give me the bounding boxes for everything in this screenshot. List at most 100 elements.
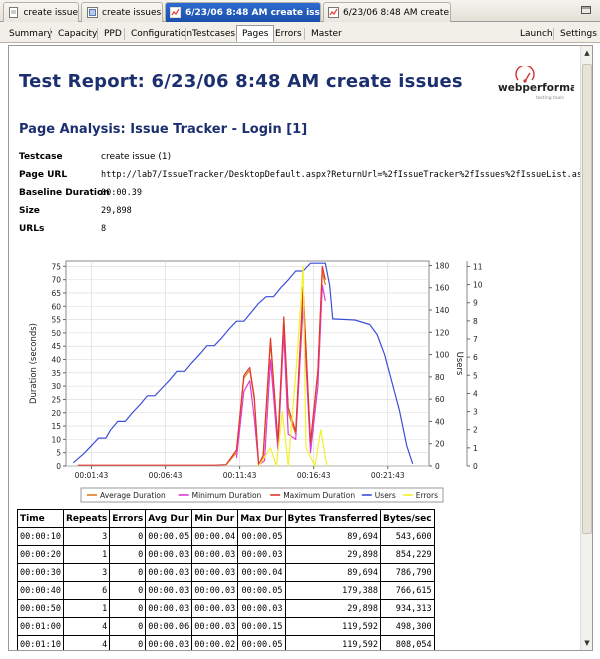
editor-tab-label: create issues (102, 7, 162, 18)
errors-tick-label: 8 (473, 317, 478, 326)
table-cell: 29,898 (284, 545, 381, 564)
y-tick-label: 5 (56, 449, 61, 458)
table-header-row: Time Repeats Errors Avg Dur Min Dur Max Dur By… (17, 509, 435, 528)
series-line-errors (258, 265, 328, 467)
editor-tab-label: 6/23/06 8:48 AM create issues (343, 7, 450, 18)
table-cell: 119,592 (284, 617, 381, 636)
tab-capacity[interactable]: Capacity (58, 28, 98, 39)
table-row: 00:01:10 4 0 00:00.03 00:00.02 00:00.05 119,59… (17, 635, 435, 650)
table-cell: 00:01:10 (17, 635, 64, 650)
column-header: Time (17, 509, 64, 528)
table-row: 00:00:30 3 0 00:00.03 00:00.03 00:00.04 89,694… (17, 563, 435, 582)
x-tick-label: 00:06:43 (149, 471, 183, 480)
table-cell: 0 (109, 635, 147, 650)
info-label: Size (19, 206, 40, 216)
y-tick-label: 65 (51, 289, 61, 298)
table-row: 00:00:40 6 0 00:00.03 00:00.03 00:00.05 179,38… (17, 581, 435, 600)
tab-divider (553, 28, 554, 40)
report-content: Test Report: 6/23/06 8:48 AM create issu… (8, 45, 593, 651)
report-title: Test Report: 6/23/06 8:48 AM create issu… (19, 71, 463, 92)
table-cell: 89,694 (284, 527, 381, 546)
legend-label: Errors (416, 491, 438, 500)
tab-testcases[interactable]: Testcases (192, 28, 236, 39)
table-cell: 00:00.03 (145, 545, 193, 564)
vertical-scrollbar[interactable]: ▲ ▼ (580, 46, 592, 650)
tab-summary[interactable]: Summary (9, 28, 53, 39)
errors-tick-label: 0 (473, 462, 478, 471)
legend-label: Users (375, 491, 396, 500)
scrollbar-thumb[interactable] (582, 64, 592, 534)
table-cell: 00:00.03 (237, 599, 286, 618)
table-cell: 3 (62, 527, 111, 546)
table-cell: 1 (62, 599, 111, 618)
errors-tick-label: 6 (473, 353, 478, 362)
users-tick-label: 20 (435, 440, 445, 449)
tab-pages[interactable]: Pages (236, 25, 275, 42)
webperformance-logo: webperformance testing tools (498, 66, 574, 101)
info-label: Page URL (19, 170, 68, 180)
info-label: URLs (19, 224, 45, 234)
table-cell: 00:01:00 (17, 617, 64, 636)
info-value: 29,898 (101, 206, 132, 216)
table-cell: 00:00.02 (191, 635, 239, 650)
tab-launch[interactable]: Launch (520, 28, 553, 39)
table-cell: 119,592 (284, 635, 381, 650)
tab-divider (185, 28, 186, 40)
table-cell: 854,229 (380, 545, 435, 564)
maximize-icon[interactable] (578, 3, 594, 17)
table-cell: 0 (109, 563, 147, 582)
tab-ppd[interactable]: PPD (104, 28, 122, 39)
users-tick-label: 180 (435, 261, 450, 270)
users-tick-label: 100 (435, 351, 450, 360)
users-tick-label: 0 (435, 462, 440, 471)
errors-tick-label: 9 (473, 299, 478, 308)
legend-label: Minimum Duration (192, 491, 262, 500)
table-cell: 00:00.03 (191, 563, 239, 582)
table-row: 00:00:20 1 0 00:00.03 00:00.03 00:00.03 29,898… (17, 545, 435, 564)
editor-tab-label: 6/23/06 8:48 AM create issues (185, 7, 320, 18)
column-header: Bytes Transferred (284, 509, 381, 528)
users-tick-label: 120 (435, 328, 450, 337)
y-tick-label: 15 (51, 422, 61, 431)
table-cell: 00:00.05 (237, 581, 286, 600)
table-cell: 498,300 (380, 617, 435, 636)
table-cell: 00:00.03 (237, 545, 286, 564)
editor-tab-report[interactable]: 6/23/06 8:48 AM create issues (323, 2, 451, 22)
y-tick-label: 25 (51, 395, 61, 404)
report-icon (170, 7, 181, 19)
scroll-down-icon[interactable]: ▼ (584, 639, 590, 647)
legend-label: Maximum Duration (283, 491, 355, 500)
table-cell: 786,790 (380, 563, 435, 582)
tab-configuration[interactable]: Configuration (131, 28, 193, 39)
table-cell: 766,615 (380, 581, 435, 600)
table-cell: 00:00.03 (191, 545, 239, 564)
errors-tick-label: 5 (473, 371, 478, 380)
testcase-icon (86, 7, 98, 19)
errors-tick-label: 11 (473, 262, 483, 271)
table-cell: 00:00.06 (145, 617, 193, 636)
scroll-up-icon[interactable]: ▲ (584, 49, 590, 57)
editor-tab-create-issue[interactable]: create issue (3, 2, 79, 22)
editor-tab-report-active[interactable]: 6/23/06 8:48 AM create issues ✕ (165, 2, 321, 22)
column-header: Errors (109, 509, 147, 528)
info-label: Baseline Duration (19, 188, 110, 198)
table-cell: 00:00.04 (237, 563, 286, 582)
editor-tab-create-issues[interactable]: create issues (81, 2, 163, 22)
duration-chart: 0 5 10 15 20 25 30 35 40 45 50 55 60 65 70 75 0 20 40 60 80 1… (21, 246, 496, 506)
table-row: 00:00:50 1 0 00:00.03 00:00.03 00:00.03 29,898… (17, 599, 435, 618)
table-cell: 6 (62, 581, 111, 600)
report-section-tabs: Summary Capacity PPD Configuration Testc… (0, 22, 600, 43)
y-tick-label: 20 (51, 409, 61, 418)
y-tick-label: 35 (51, 369, 61, 378)
legend-box (80, 487, 444, 503)
tab-master[interactable]: Master (311, 28, 342, 39)
tab-settings[interactable]: Settings (560, 28, 597, 39)
logo-brand-text: webperformance (498, 82, 574, 94)
table-cell: 00:00.05 (145, 527, 193, 546)
table-cell: 00:00.03 (191, 599, 239, 618)
y-tick-label: 0 (56, 462, 61, 471)
tab-errors[interactable]: Errors (275, 28, 302, 39)
plot-area (65, 260, 430, 467)
column-header: Bytes/sec (380, 509, 435, 528)
table-cell: 934,313 (380, 599, 435, 618)
